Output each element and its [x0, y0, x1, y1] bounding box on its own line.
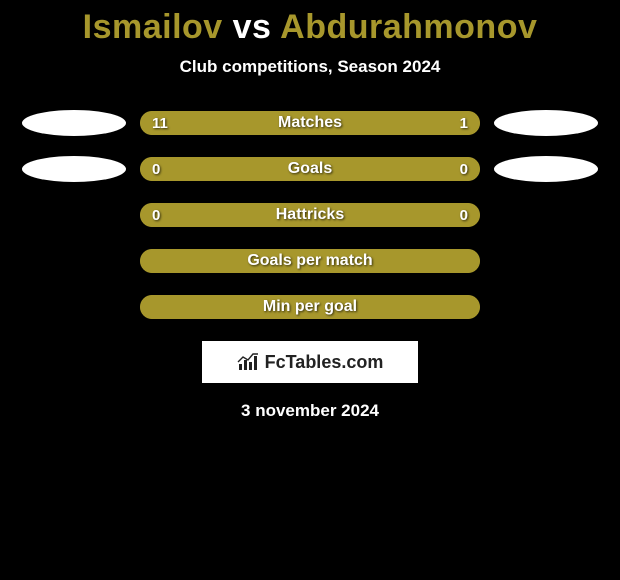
brand-box[interactable]: FcTables.com — [202, 341, 418, 383]
chart-icon — [237, 353, 259, 371]
stat-bar: 00Goals — [140, 157, 480, 181]
stat-row: 00Goals — [0, 157, 620, 181]
comparison-subtitle: Club competitions, Season 2024 — [0, 57, 620, 77]
stat-label: Hattricks — [140, 203, 480, 227]
stat-row: Goals per match — [0, 249, 620, 273]
stat-label: Min per goal — [140, 295, 480, 319]
player2-logo-oval — [494, 294, 598, 320]
stat-row: 00Hattricks — [0, 203, 620, 227]
stat-bar: Min per goal — [140, 295, 480, 319]
player1-logo-oval — [22, 202, 126, 228]
player1-logo-oval — [22, 294, 126, 320]
title-player1: Ismailov — [83, 8, 223, 46]
player2-logo-oval — [494, 156, 598, 182]
player2-logo-oval — [494, 110, 598, 136]
stat-row: Min per goal — [0, 295, 620, 319]
comparison-widget: { "header": { "player1": "Ismailov", "vs… — [0, 0, 620, 580]
player1-logo-oval — [22, 156, 126, 182]
stat-rows: 111Matches 00Goals 00Hattricks Goals per ma… — [0, 111, 620, 319]
stat-label: Goals — [140, 157, 480, 181]
player2-logo-oval — [494, 202, 598, 228]
player1-logo-oval — [22, 248, 126, 274]
date-label: 3 november 2024 — [0, 401, 620, 421]
stat-bar: Goals per match — [140, 249, 480, 273]
title-player2: Abdurahmonov — [280, 8, 537, 46]
stat-label: Matches — [140, 111, 480, 135]
stat-row: 111Matches — [0, 111, 620, 135]
stat-label: Goals per match — [140, 249, 480, 273]
player2-logo-oval — [494, 248, 598, 274]
stat-bar: 00Hattricks — [140, 203, 480, 227]
brand-text: FcTables.com — [265, 352, 384, 373]
player1-logo-oval — [22, 110, 126, 136]
stat-bar: 111Matches — [140, 111, 480, 135]
title-vs: vs — [223, 8, 280, 46]
comparison-title: Ismailov vs Abdurahmonov — [0, 0, 620, 47]
